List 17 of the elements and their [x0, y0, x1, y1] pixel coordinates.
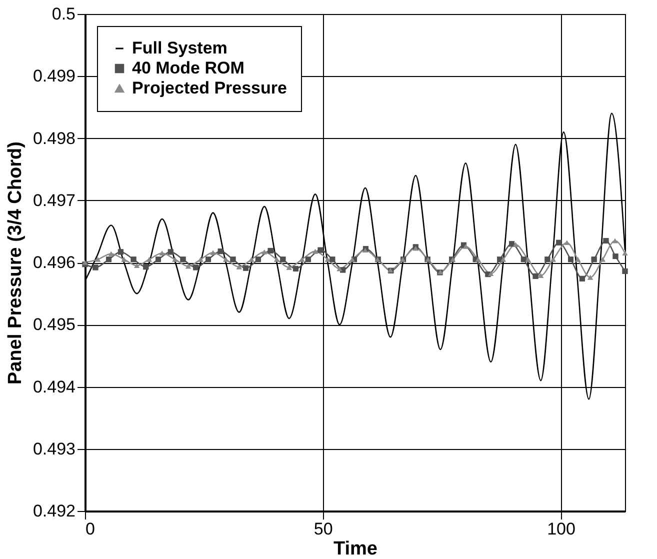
y-tick-label: 0.494 — [32, 377, 76, 396]
y-tick-label: 0.493 — [32, 439, 76, 458]
x-axis-title: Time — [333, 538, 378, 559]
y-tick-label: 0.5 — [52, 4, 76, 24]
legend-label: Full System — [132, 38, 228, 58]
x-tick-label: 100 — [547, 520, 576, 538]
y-tick-label: 0.498 — [32, 128, 76, 148]
y-tick-label: 0.496 — [32, 253, 76, 272]
legend-label: Projected Pressure — [132, 78, 287, 98]
y-axis-title: Panel Pressure (3/4 Chord) — [4, 142, 26, 384]
legend-label: 40 Mode ROM — [132, 58, 244, 78]
y-tick-label: 0.499 — [32, 66, 76, 86]
y-tick-label: 0.495 — [32, 315, 76, 334]
x-tick-label: 0 — [86, 520, 95, 538]
x-tick-label: 50 — [314, 520, 333, 538]
y-tick-label: 0.497 — [32, 190, 76, 210]
y-tick-label: 0.492 — [32, 502, 76, 520]
